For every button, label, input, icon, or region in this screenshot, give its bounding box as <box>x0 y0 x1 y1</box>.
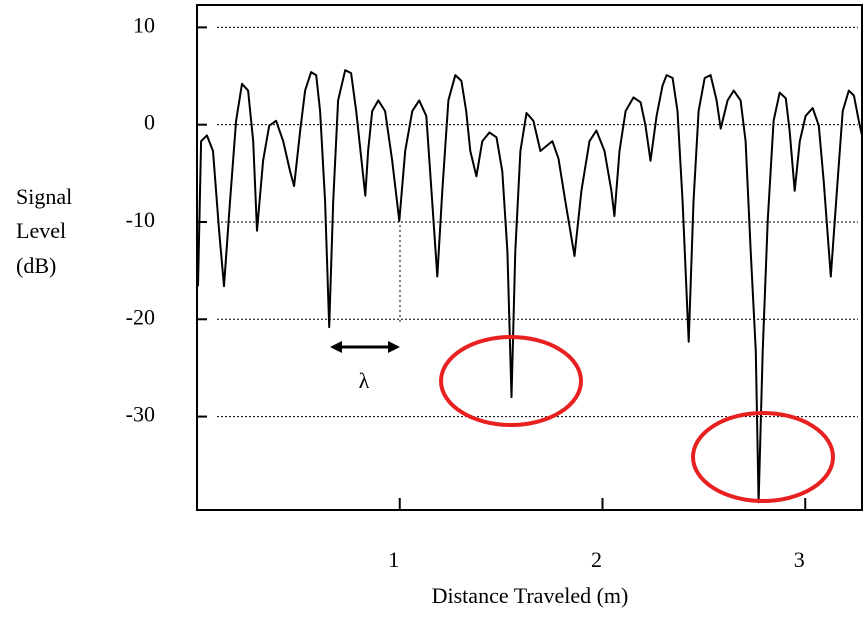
x-tick-label: 3 <box>794 547 805 572</box>
y-axis-label: Signal <box>16 184 72 209</box>
plot-frame <box>196 4 863 511</box>
annotation: λ <box>359 368 370 393</box>
y-tick-label: 10 <box>133 12 155 37</box>
y-tick-label: -30 <box>126 402 155 427</box>
y-tick-label: -20 <box>126 304 155 329</box>
y-axis-label: Level <box>16 218 66 243</box>
wavelength-arrow <box>330 341 400 353</box>
highlight-circle <box>439 335 583 427</box>
highlight-circle <box>691 411 835 503</box>
y-tick-label: -10 <box>126 207 155 232</box>
signal-line <box>197 69 863 504</box>
y-tick-label: 0 <box>144 110 155 135</box>
x-tick-label: 2 <box>591 547 602 572</box>
x-axis-label: Distance Traveled (m) <box>432 583 629 608</box>
y-axis-label: (dB) <box>16 253 56 278</box>
x-tick-label: 1 <box>388 547 399 572</box>
